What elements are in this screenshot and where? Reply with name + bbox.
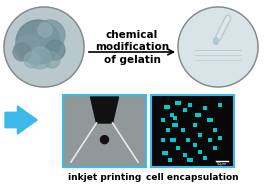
FancyBboxPatch shape: [218, 103, 222, 107]
FancyBboxPatch shape: [63, 95, 146, 167]
Circle shape: [4, 7, 84, 87]
Polygon shape: [91, 97, 119, 123]
Text: cell encapsulation: cell encapsulation: [146, 173, 239, 181]
FancyBboxPatch shape: [213, 128, 217, 132]
FancyBboxPatch shape: [203, 106, 207, 110]
FancyBboxPatch shape: [166, 128, 170, 132]
FancyBboxPatch shape: [188, 103, 192, 107]
FancyBboxPatch shape: [186, 138, 190, 142]
FancyBboxPatch shape: [173, 116, 177, 120]
Text: chemical
modification
of gelatin: chemical modification of gelatin: [95, 30, 169, 65]
FancyBboxPatch shape: [187, 158, 193, 162]
FancyBboxPatch shape: [198, 133, 202, 137]
Circle shape: [15, 35, 41, 61]
Circle shape: [16, 20, 60, 64]
Text: 50μm: 50μm: [217, 162, 227, 166]
FancyBboxPatch shape: [183, 153, 187, 157]
FancyBboxPatch shape: [183, 108, 187, 112]
Circle shape: [44, 52, 60, 68]
Ellipse shape: [214, 37, 219, 44]
FancyBboxPatch shape: [172, 123, 178, 127]
FancyBboxPatch shape: [218, 136, 222, 140]
FancyArrow shape: [5, 106, 37, 134]
FancyBboxPatch shape: [151, 95, 234, 167]
FancyBboxPatch shape: [195, 113, 201, 117]
FancyBboxPatch shape: [170, 113, 174, 117]
FancyBboxPatch shape: [168, 158, 172, 162]
FancyBboxPatch shape: [181, 128, 185, 132]
Circle shape: [178, 7, 258, 87]
FancyBboxPatch shape: [203, 156, 207, 160]
Circle shape: [24, 52, 40, 68]
FancyBboxPatch shape: [161, 138, 165, 142]
FancyBboxPatch shape: [193, 143, 197, 147]
Circle shape: [38, 23, 52, 37]
FancyBboxPatch shape: [164, 105, 170, 109]
Circle shape: [35, 20, 65, 50]
Circle shape: [29, 47, 51, 69]
Circle shape: [179, 8, 257, 86]
Circle shape: [13, 43, 31, 61]
FancyBboxPatch shape: [176, 146, 180, 150]
FancyBboxPatch shape: [198, 150, 202, 154]
FancyBboxPatch shape: [175, 101, 181, 105]
Text: inkjet printing: inkjet printing: [68, 173, 141, 181]
Circle shape: [101, 136, 109, 144]
FancyBboxPatch shape: [213, 146, 217, 150]
FancyBboxPatch shape: [161, 118, 165, 122]
FancyBboxPatch shape: [193, 123, 197, 127]
FancyBboxPatch shape: [162, 151, 168, 155]
Circle shape: [45, 40, 65, 60]
FancyBboxPatch shape: [207, 118, 213, 122]
FancyBboxPatch shape: [208, 138, 212, 142]
FancyBboxPatch shape: [170, 138, 176, 142]
